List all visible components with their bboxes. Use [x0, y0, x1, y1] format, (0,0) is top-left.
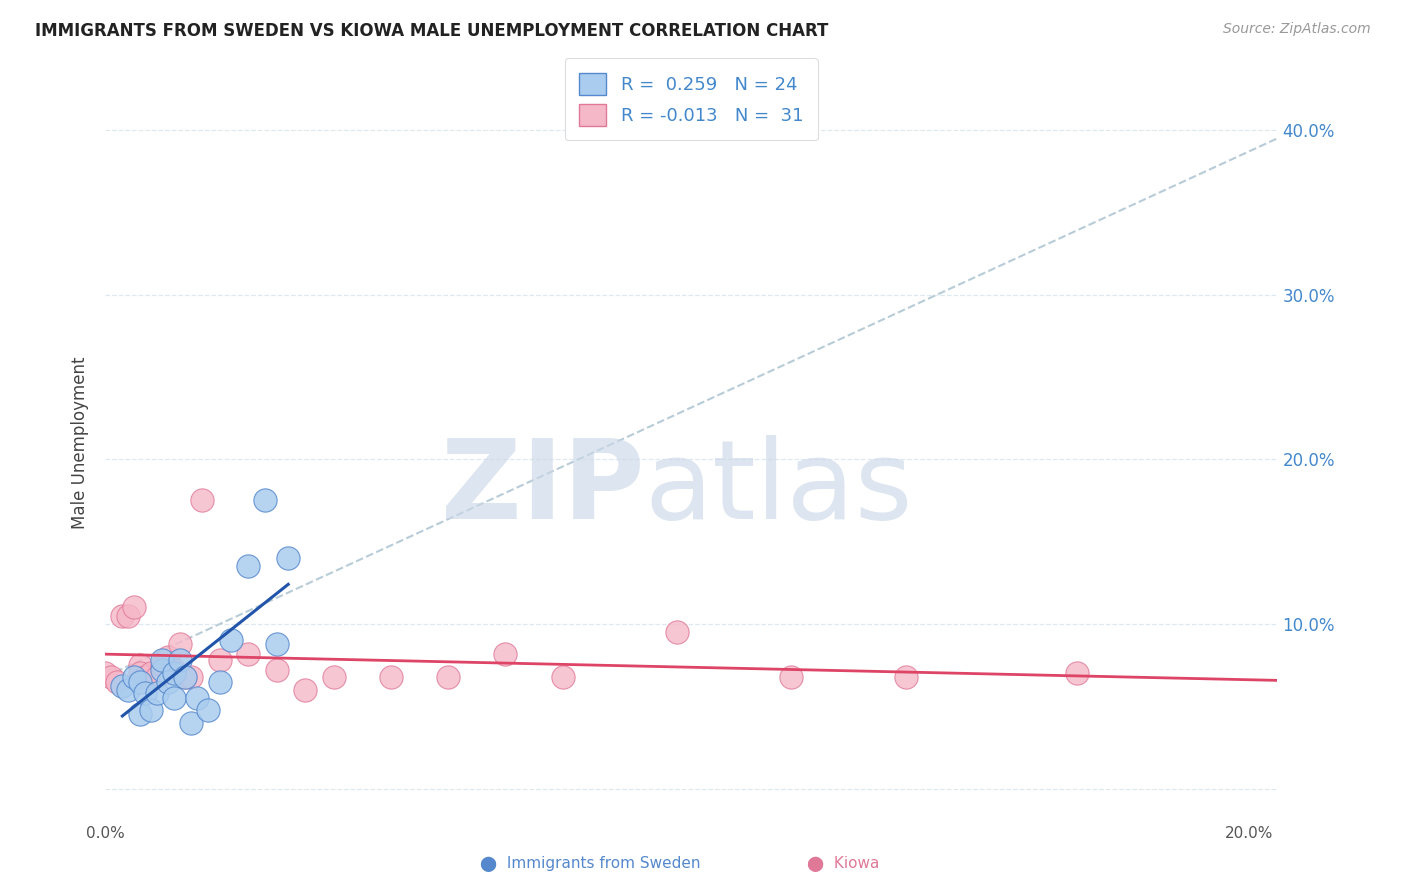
Point [197, 702, 219, 716]
Point [163, 663, 186, 677]
Point [208, 674, 231, 689]
Point [266, 663, 288, 677]
Point [122, 600, 145, 615]
Text: ZIP: ZIP [441, 434, 644, 541]
Point [180, 715, 202, 730]
Point [145, 670, 167, 684]
Point [380, 670, 402, 684]
Point [323, 670, 346, 684]
Point [150, 653, 173, 667]
Point [150, 658, 173, 673]
Point [128, 707, 150, 722]
Point [134, 686, 156, 700]
Point [238, 647, 260, 661]
Point [128, 666, 150, 681]
Text: atlas: atlas [644, 434, 912, 541]
Text: ⬤  Immigrants from Sweden: ⬤ Immigrants from Sweden [481, 856, 700, 872]
Point [111, 680, 134, 694]
Point [169, 653, 191, 667]
Point [666, 625, 689, 640]
Point [174, 670, 197, 684]
Point [186, 691, 208, 706]
Point [1066, 666, 1088, 681]
Point [208, 653, 231, 667]
Point [128, 674, 150, 689]
Point [437, 670, 460, 684]
Text: ⬤  Kiowa: ⬤ Kiowa [807, 856, 880, 872]
Point [894, 670, 917, 684]
Point [157, 674, 180, 689]
Point [122, 670, 145, 684]
Point [139, 702, 162, 716]
Point [94, 666, 117, 681]
Point [117, 608, 139, 623]
Point [134, 670, 156, 684]
Text: IMMIGRANTS FROM SWEDEN VS KIOWA MALE UNEMPLOYMENT CORRELATION CHART: IMMIGRANTS FROM SWEDEN VS KIOWA MALE UNE… [35, 22, 828, 40]
Point [145, 686, 167, 700]
Point [495, 647, 517, 661]
Point [163, 666, 186, 681]
Point [111, 608, 134, 623]
Point [100, 670, 122, 684]
Point [174, 670, 197, 684]
Y-axis label: Male Unemployment: Male Unemployment [72, 357, 89, 529]
Point [180, 670, 202, 684]
Point [157, 649, 180, 664]
Point [128, 658, 150, 673]
Point [277, 551, 299, 566]
Point [254, 493, 277, 508]
Point [551, 670, 574, 684]
Point [238, 559, 260, 574]
Point [139, 666, 162, 681]
Point [219, 633, 242, 648]
Point [150, 663, 173, 677]
Point [266, 637, 288, 651]
Point [780, 670, 803, 684]
Point [191, 493, 214, 508]
Legend: R =  0.259   N = 24, R = -0.013   N =  31: R = 0.259 N = 24, R = -0.013 N = 31 [565, 58, 818, 140]
Text: Source: ZipAtlas.com: Source: ZipAtlas.com [1223, 22, 1371, 37]
Point [294, 682, 316, 697]
Point [105, 674, 128, 689]
Point [117, 682, 139, 697]
Point [163, 691, 186, 706]
Point [169, 637, 191, 651]
